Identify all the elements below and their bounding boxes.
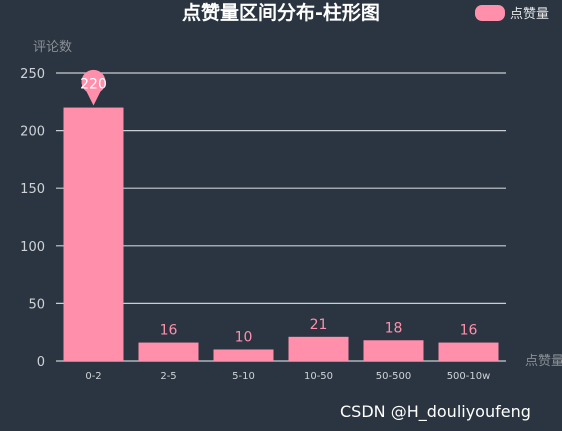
y-tick-200: 200 <box>20 125 45 140</box>
watermark: CSDN @H_douliyoufeng <box>340 402 531 422</box>
bar-500-10w[interactable] <box>438 342 499 361</box>
x-tick-500-10w: 500-10w <box>447 371 491 382</box>
x-axis-name: 点赞量 <box>525 354 562 369</box>
max-marker-pin <box>81 69 106 106</box>
max-value-marker: 220 <box>80 69 107 106</box>
bar-label-2-5: 16 <box>160 323 178 339</box>
x-tick-50-500: 50-500 <box>376 371 411 382</box>
legend-label[interactable]: 点赞量 <box>510 7 549 22</box>
bar-label-10-50: 21 <box>310 317 328 333</box>
y-tick-50: 50 <box>28 297 45 312</box>
bar-10-50[interactable] <box>288 336 349 361</box>
bar-0-2[interactable] <box>63 107 124 361</box>
legend-swatch[interactable] <box>475 5 505 21</box>
x-tick-labels: 0-2 2-5 5-10 10-50 50-500 500-10w <box>85 371 490 382</box>
bar-label-500-10w: 16 <box>460 323 478 339</box>
gridlines <box>56 72 506 362</box>
x-tick-5-10: 5-10 <box>232 371 255 382</box>
y-tick-150: 150 <box>20 182 45 197</box>
max-marker-label: 220 <box>80 77 107 93</box>
bar-2-5[interactable] <box>138 342 199 361</box>
x-tick-2-5: 2-5 <box>160 371 176 382</box>
bar-label-50-500: 18 <box>385 320 403 336</box>
y-tick-100: 100 <box>20 240 45 255</box>
y-tick-250: 250 <box>20 67 45 82</box>
bar-label-5-10: 10 <box>235 329 253 345</box>
bar-50-500[interactable] <box>363 340 424 361</box>
bar-value-labels: 16 10 21 18 16 <box>160 317 478 346</box>
bar-5-10[interactable] <box>213 349 274 361</box>
y-tick-0: 0 <box>37 355 45 370</box>
y-axis-name: 评论数 <box>33 40 72 55</box>
chart-title: 点赞量区间分布-柱形图 <box>182 1 380 24</box>
bars <box>63 107 499 361</box>
x-tick-10-50: 10-50 <box>304 371 333 382</box>
x-tick-0-2: 0-2 <box>85 371 101 382</box>
y-tick-labels: 0 50 100 150 200 250 <box>20 67 45 370</box>
